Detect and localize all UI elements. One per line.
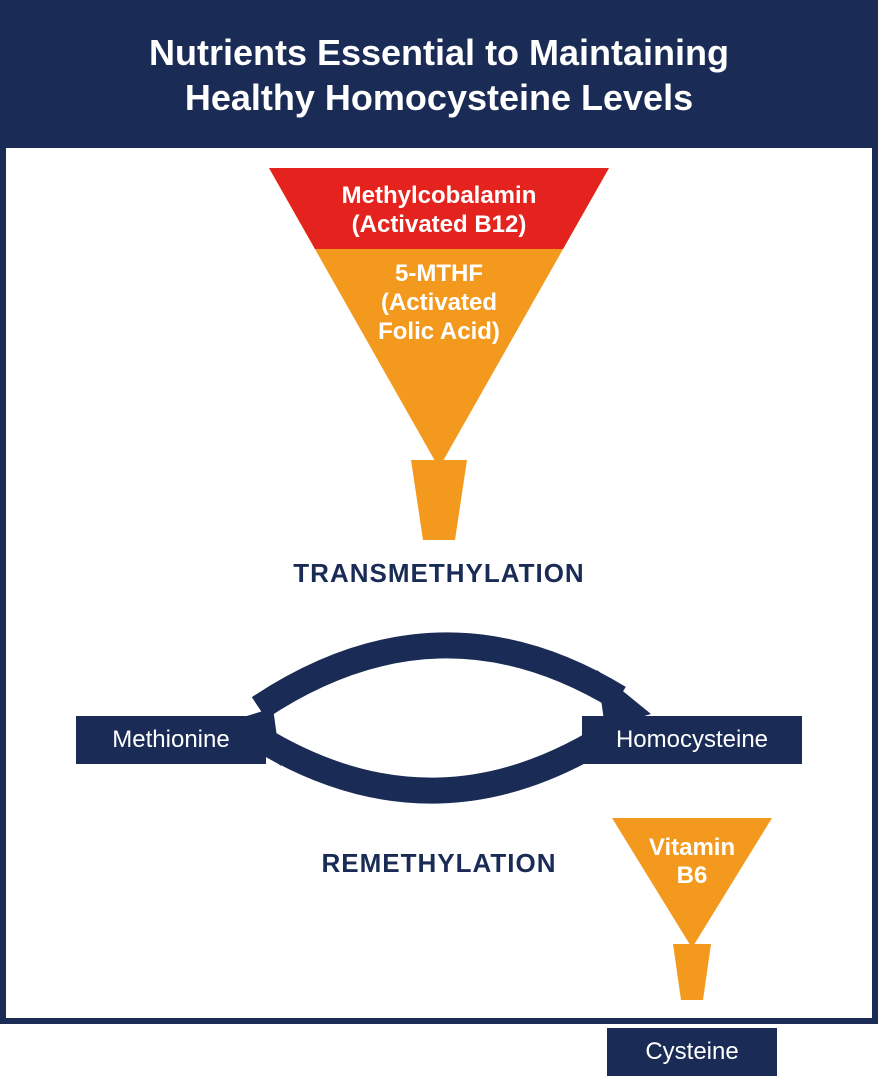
remethylation-label: REMETHYLATION: [322, 848, 557, 879]
small-funnel-label-line1: Vitamin: [649, 834, 735, 861]
homocysteine-node: Homocysteine: [582, 716, 802, 764]
main-funnel: Methylcobalamin (Activated B12) 5-MTHF (…: [269, 168, 609, 468]
small-funnel-cone: Vitamin B6: [612, 818, 772, 948]
funnel-bottom-label: 5-MTHF (Activated Folic Acid): [269, 260, 609, 346]
funnel-cone: Methylcobalamin (Activated B12) 5-MTHF (…: [269, 168, 609, 468]
diagram-container: Nutrients Essential to Maintaining Healt…: [0, 0, 878, 1024]
funnel-bottom-label-line3: Folic Acid): [378, 318, 500, 345]
methionine-node: Methionine: [76, 716, 266, 764]
cysteine-node: Cysteine: [607, 1028, 777, 1076]
vitamin-b6-funnel: Vitamin B6: [612, 818, 772, 948]
small-funnel-label: Vitamin B6: [612, 834, 772, 889]
title-banner: Nutrients Essential to Maintaining Healt…: [6, 6, 872, 148]
funnel-bottom-label-line2: (Activated: [381, 289, 497, 316]
funnel-top-label-line2: (Activated B12): [352, 211, 527, 238]
transmethylation-label: TRANSMETHYLATION: [293, 558, 584, 589]
funnel-top-label-line1: Methylcobalamin: [342, 182, 537, 209]
title-line-1: Nutrients Essential to Maintaining: [149, 32, 729, 73]
funnel-bottom-label-line1: 5-MTHF: [395, 260, 483, 287]
funnel-top-label: Methylcobalamin (Activated B12): [269, 182, 609, 240]
small-funnel-label-line2: B6: [677, 862, 708, 889]
funnel-stem: [411, 460, 467, 540]
diagram-content: Methylcobalamin (Activated B12) 5-MTHF (…: [6, 148, 872, 1014]
title-line-2: Healthy Homocysteine Levels: [185, 77, 693, 118]
small-funnel-stem: [673, 944, 711, 1000]
